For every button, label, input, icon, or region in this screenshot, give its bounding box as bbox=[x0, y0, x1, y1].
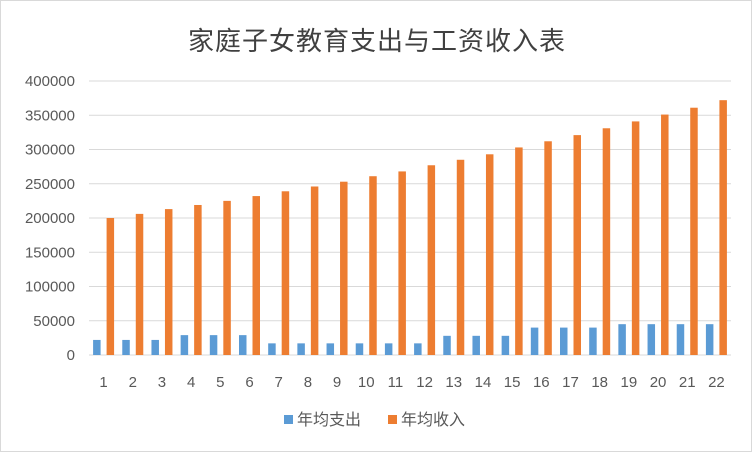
bar-expense-9 bbox=[326, 343, 335, 355]
bar-income-6 bbox=[252, 196, 260, 355]
x-tick-label: 2 bbox=[129, 374, 137, 391]
bar-income-22 bbox=[719, 100, 727, 356]
bar-expense-6 bbox=[239, 335, 247, 355]
bar-income-9 bbox=[340, 181, 348, 355]
x-tick-label: 11 bbox=[388, 374, 404, 391]
bar-expense-1 bbox=[93, 339, 101, 355]
y-tick-label: 250000 bbox=[25, 176, 75, 193]
bar-income-20 bbox=[661, 114, 669, 355]
legend-label: 年均收入 bbox=[401, 411, 465, 429]
x-tick-label: 5 bbox=[216, 374, 224, 391]
bar-income-19 bbox=[631, 121, 640, 355]
bar-expense-7 bbox=[268, 343, 276, 355]
x-tick-label: 6 bbox=[245, 374, 253, 391]
x-tick-label: 13 bbox=[445, 374, 462, 391]
bar-income-11 bbox=[398, 171, 406, 355]
bar-expense-4 bbox=[180, 335, 189, 355]
x-tick-label: 20 bbox=[650, 374, 667, 391]
bar-income-18 bbox=[602, 128, 611, 355]
bar-expense-8 bbox=[297, 343, 305, 355]
bar-expense-3 bbox=[151, 339, 159, 355]
bar-expense-2 bbox=[122, 339, 130, 355]
bar-income-7 bbox=[281, 191, 290, 355]
bar-expense-13 bbox=[443, 335, 451, 355]
x-tick-label: 17 bbox=[562, 374, 579, 391]
x-tick-label: 1 bbox=[99, 374, 107, 391]
x-axis-ticks: 1 2 3 4 5 6 7 8 9 10 11 12 13 14 15 16 17 18 19 20 21 22 bbox=[99, 374, 724, 391]
bar-income-13 bbox=[456, 159, 465, 355]
y-axis-ticks: 0 50000 100000 150000 200000 250000 300000 3500… bbox=[25, 73, 75, 364]
bar-expense-16 bbox=[530, 327, 539, 355]
x-tick-label: 7 bbox=[275, 374, 283, 391]
bar-income-15 bbox=[515, 147, 523, 355]
x-tick-label: 21 bbox=[679, 374, 696, 391]
bar-income-14 bbox=[485, 154, 494, 355]
x-tick-label: 16 bbox=[533, 374, 550, 391]
bar-expense-11 bbox=[384, 343, 393, 355]
bar-income-10 bbox=[369, 176, 377, 355]
bar-expense-14 bbox=[472, 335, 480, 355]
x-tick-label: 12 bbox=[416, 374, 433, 391]
bar-expense-22 bbox=[705, 324, 714, 355]
x-tick-label: 10 bbox=[358, 374, 375, 391]
x-tick-label: 18 bbox=[591, 374, 608, 391]
x-tick-label: 3 bbox=[158, 374, 166, 391]
bar-income-4 bbox=[194, 204, 202, 355]
y-tick-label: 300000 bbox=[25, 142, 75, 159]
bar-income-21 bbox=[690, 107, 698, 355]
bar-income-3 bbox=[164, 209, 173, 355]
chart-title: 家庭子女教育支出与工资收入表 bbox=[187, 27, 566, 57]
legend-label: 年均支出 bbox=[297, 411, 361, 429]
y-tick-label: 350000 bbox=[25, 107, 75, 124]
x-tick-label: 15 bbox=[504, 374, 521, 391]
y-tick-label: 0 bbox=[67, 347, 75, 364]
bar-expense-10 bbox=[355, 343, 364, 355]
bar-income-8 bbox=[310, 186, 319, 355]
y-tick-label: 150000 bbox=[25, 244, 75, 261]
bar-expense-19 bbox=[618, 324, 626, 355]
legend: 年均支出 年均收入 bbox=[284, 411, 465, 429]
legend-swatch bbox=[284, 415, 293, 424]
y-tick-label: 100000 bbox=[25, 279, 75, 296]
x-tick-label: 4 bbox=[187, 374, 195, 391]
x-tick-label: 8 bbox=[304, 374, 312, 391]
bars bbox=[93, 100, 727, 356]
bar-income-12 bbox=[427, 165, 436, 355]
bar-income-5 bbox=[223, 200, 231, 355]
bar-expense-15 bbox=[501, 335, 510, 355]
x-tick-label: 14 bbox=[475, 374, 492, 391]
legend-swatch bbox=[388, 415, 397, 424]
x-tick-label: 9 bbox=[333, 374, 341, 391]
bar-income-16 bbox=[544, 141, 552, 355]
bar-income-17 bbox=[573, 135, 581, 355]
x-tick-label: 22 bbox=[708, 374, 725, 391]
bar-expense-21 bbox=[676, 324, 685, 355]
bar-expense-5 bbox=[209, 335, 218, 355]
bar-expense-18 bbox=[589, 327, 597, 355]
bar-expense-20 bbox=[647, 324, 656, 355]
bar-expense-12 bbox=[414, 343, 422, 355]
bar-expense-17 bbox=[560, 327, 568, 355]
bar-income-1 bbox=[106, 218, 115, 355]
y-tick-label: 400000 bbox=[25, 73, 75, 90]
y-tick-label: 50000 bbox=[33, 313, 75, 330]
bar-income-2 bbox=[135, 213, 144, 355]
x-tick-label: 19 bbox=[621, 374, 638, 391]
y-tick-label: 200000 bbox=[25, 210, 75, 227]
